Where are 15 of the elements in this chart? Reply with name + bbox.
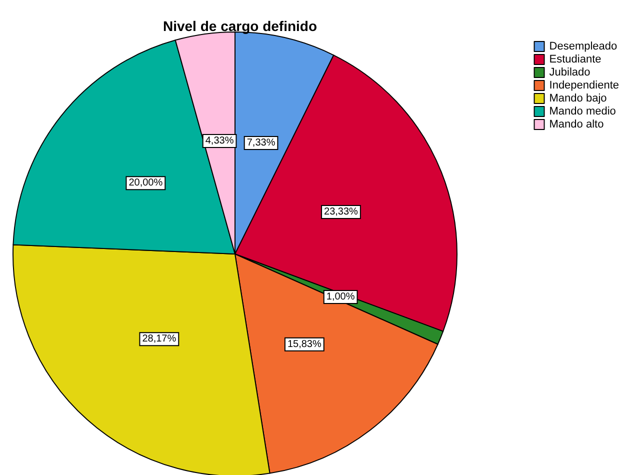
legend-label: Desempleado: [549, 40, 618, 52]
legend-label: Estudiante: [549, 54, 602, 66]
data-label: 7,33%: [246, 138, 276, 149]
legend-label: Mando bajo: [549, 92, 607, 104]
legend-label: Mando alto: [549, 118, 604, 130]
legend-label: Mando medio: [549, 106, 616, 118]
data-label: 4,33%: [205, 136, 234, 147]
data-label: 23,33%: [324, 206, 358, 218]
chart-title: Nivel de cargo definido: [162, 18, 318, 34]
data-label: 20,00%: [128, 178, 163, 189]
data-label: 15,83%: [287, 338, 322, 350]
legend-label: Independiente: [549, 80, 619, 92]
data-label: 28,17%: [142, 334, 176, 345]
data-label: 1,00%: [326, 292, 355, 303]
legend-label: Jubilado: [549, 66, 590, 78]
